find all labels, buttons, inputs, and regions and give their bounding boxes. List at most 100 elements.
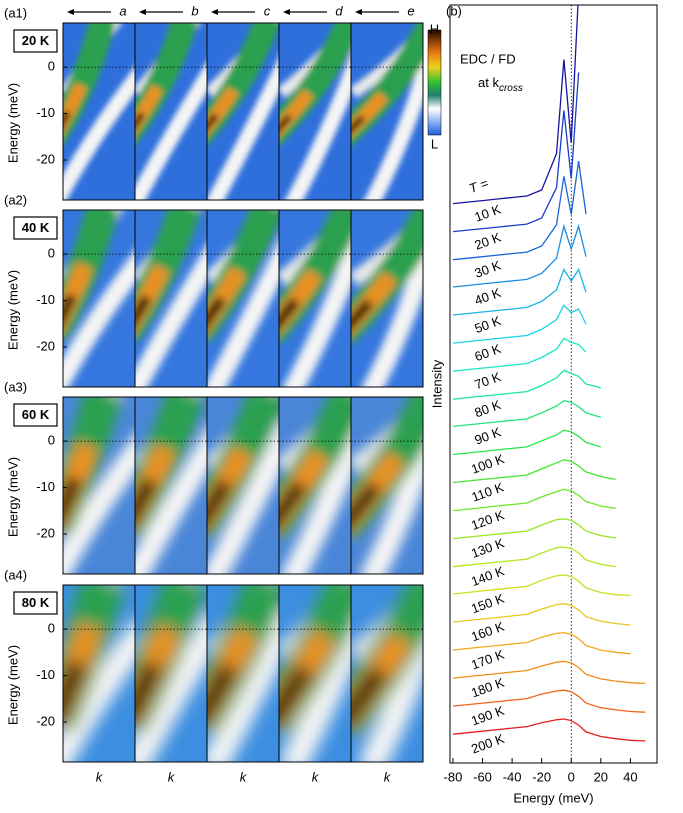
- arrow-head: [139, 9, 146, 15]
- heatmap-bands: [63, 23, 135, 200]
- y-tick-label: -20: [36, 713, 55, 728]
- arrow-head: [211, 9, 218, 15]
- row-title-box: [13, 403, 58, 427]
- series-label: 160 K: [469, 619, 506, 645]
- heatmap-frame: [350, 584, 424, 763]
- y-axis-label: Energy (meV): [5, 645, 20, 725]
- colorbar-label: H: [430, 21, 439, 36]
- x-tick-label: -40: [503, 769, 522, 784]
- x-axis-label: k: [240, 769, 248, 784]
- band-core: [351, 214, 423, 330]
- subtitle-sub: cross: [499, 83, 523, 94]
- band-white: [207, 239, 279, 387]
- heatmap-panel: [63, 585, 135, 762]
- heatmap-panel: [207, 210, 279, 387]
- x-tick-label: -80: [444, 769, 463, 784]
- band-white: [279, 599, 351, 762]
- x-tick-label: -20: [532, 769, 551, 784]
- column-title: b: [191, 3, 198, 18]
- heatmap-panel: [63, 210, 135, 387]
- band-core: [351, 31, 423, 134]
- band-white: [135, 428, 207, 574]
- subtitle-text: at k: [478, 75, 499, 90]
- heatmap-bands: [351, 585, 423, 762]
- band-core: [207, 397, 274, 526]
- band-white: [135, 612, 207, 762]
- heatmap-bands: [351, 397, 423, 574]
- subtitle: at kcross: [478, 75, 523, 93]
- x-tick-label: 0: [568, 769, 575, 784]
- x-tick-label: 20: [594, 769, 608, 784]
- band-core: [279, 585, 351, 726]
- band-white: [135, 61, 207, 200]
- panel-label: (a4): [4, 567, 27, 582]
- y-tick-label: -10: [36, 667, 55, 682]
- series-label: 120 K: [469, 507, 506, 533]
- panel-label: (b): [446, 3, 462, 18]
- x-tick-label: 40: [623, 769, 637, 784]
- band-core: [351, 585, 423, 726]
- series-label: 150 K: [469, 590, 506, 616]
- heatmap-frame: [350, 22, 424, 201]
- series-label: 140 K: [469, 563, 506, 589]
- band-orange: [135, 397, 197, 534]
- heatmap-panel: [351, 23, 423, 200]
- band-white: [359, 410, 423, 574]
- edc-curve: [452, 631, 631, 655]
- band-white: [280, 416, 351, 574]
- band-core: [279, 23, 351, 133]
- band-orange: [63, 210, 112, 334]
- band-white: [63, 66, 135, 200]
- edc-curve: [452, 161, 587, 261]
- edc-curve: [452, 518, 616, 540]
- row-title-box: [13, 29, 58, 53]
- arrow-head: [67, 9, 74, 15]
- band-core: [207, 585, 276, 725]
- series-label: 70 K: [473, 369, 504, 392]
- edc-curve: [452, 72, 580, 233]
- heatmap-panel: [135, 210, 207, 387]
- band-orange: [63, 585, 117, 730]
- heatmap-bands: [207, 210, 279, 387]
- y-axis-label: Intensity: [429, 359, 444, 408]
- y-tick-label: 0: [48, 246, 55, 261]
- series-label: 30 K: [473, 257, 504, 280]
- x-axis-label: k: [312, 769, 320, 784]
- heatmap-panel: [207, 397, 279, 574]
- colorbar: [427, 29, 442, 136]
- colorbar-label: L: [431, 136, 438, 151]
- heatmap-panel: [279, 23, 351, 200]
- y-tick-label: -10: [36, 292, 55, 307]
- heatmap-bands: [63, 210, 135, 387]
- y-axis-label: Energy (meV): [5, 83, 20, 163]
- band-orange: [135, 585, 199, 731]
- band-white: [63, 250, 135, 387]
- y-tick-label: -20: [36, 151, 55, 166]
- row-title: 80 K: [22, 595, 50, 610]
- heatmap-bands: [351, 23, 423, 200]
- edc-curve: [452, 337, 587, 372]
- series-label: 170 K: [469, 647, 506, 673]
- edc-curve: [452, 488, 616, 512]
- column-title: a: [119, 3, 126, 18]
- series-label: 200 K: [469, 731, 506, 757]
- row-title: 20 K: [22, 33, 50, 48]
- edc-curve: [452, 660, 646, 685]
- series-label: 190 K: [469, 703, 506, 729]
- band-white: [63, 618, 135, 762]
- x-axis-label: Energy (meV): [513, 790, 593, 805]
- arrow-head: [283, 9, 290, 15]
- edc-curve: [452, 429, 601, 456]
- y-tick-label: -20: [36, 338, 55, 353]
- edc-curve: [452, 268, 587, 316]
- heatmap-bands: [351, 210, 423, 387]
- panel-label: (a3): [4, 379, 27, 394]
- band-green: [63, 23, 116, 145]
- heatmap-bands: [135, 23, 207, 200]
- heatmap-bands: [279, 210, 351, 387]
- heatmap-panel: [279, 397, 351, 574]
- heatmap-panel: [279, 585, 351, 762]
- edc-curve: [452, 5, 579, 205]
- panel-label: (a2): [4, 192, 27, 207]
